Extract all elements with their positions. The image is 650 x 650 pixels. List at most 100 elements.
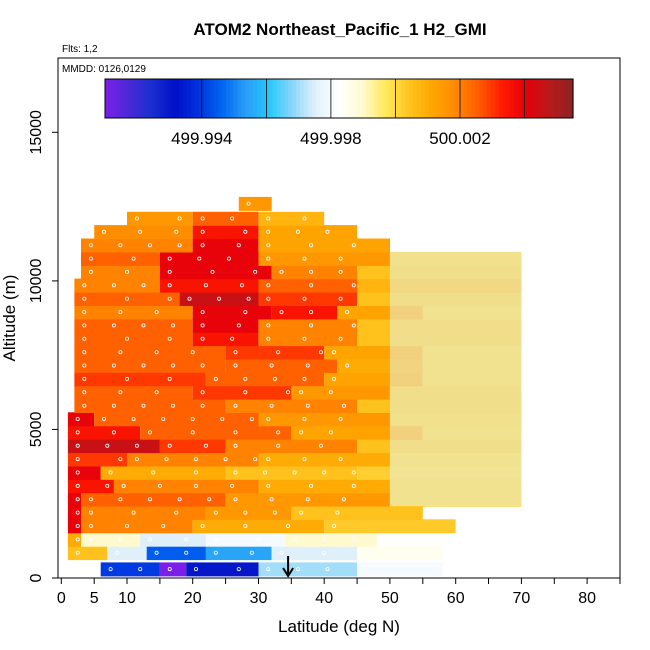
x-tick-label: 70 [513, 590, 531, 607]
sample-point [292, 470, 297, 475]
sample-point [243, 510, 248, 515]
sample-points-layer [75, 201, 356, 572]
sample-point [233, 443, 238, 448]
colorbar-swatch [323, 79, 328, 118]
sample-point [233, 497, 238, 502]
colorbar-swatch [163, 79, 168, 118]
colorbar-swatch [432, 79, 438, 118]
sample-point [335, 510, 340, 515]
sample-point [253, 269, 258, 274]
sample-point [272, 510, 277, 515]
heatmap-cell [113, 479, 259, 494]
heatmap-cell [192, 385, 292, 400]
sample-point [125, 296, 130, 301]
sample-point [338, 296, 343, 301]
sample-point [351, 323, 356, 328]
heatmap-layer [67, 196, 522, 577]
colorbar-swatch [190, 79, 196, 118]
sample-point [226, 256, 231, 261]
sample-point [263, 470, 268, 475]
heatmap-cell [192, 211, 259, 226]
colorbar-swatch [147, 79, 153, 118]
colorbar-swatch [545, 79, 551, 118]
heatmap-cell [389, 292, 522, 306]
sample-point [351, 283, 356, 288]
sample-point [105, 443, 110, 448]
sample-point [200, 229, 205, 234]
heatmap-cell [258, 562, 358, 577]
colorbar-swatch [179, 79, 184, 118]
sample-point [111, 323, 116, 328]
sample-point [167, 296, 172, 301]
colorbar-swatch [471, 79, 477, 118]
sample-point [279, 310, 284, 315]
sample-point [266, 567, 271, 572]
chart-title: ATOM2 Northeast_Pacific_1 H2_GMI [193, 20, 486, 39]
heatmap-cell [225, 399, 358, 413]
heatmap-cell [67, 546, 108, 561]
colorbar-swatch [311, 79, 317, 118]
sample-point [351, 537, 356, 542]
heatmap-cell [389, 479, 522, 493]
heatmap-cell [258, 332, 358, 347]
heatmap-cell [258, 238, 390, 253]
heatmap-cell [140, 532, 206, 547]
colorbar-swatch [136, 79, 141, 118]
x-tick-label: 10 [118, 590, 136, 607]
sample-point [216, 296, 221, 301]
sample-point [309, 269, 314, 274]
heatmap-cell [74, 399, 226, 413]
sample-point [318, 443, 323, 448]
sample-point [111, 430, 116, 435]
sample-point [305, 363, 310, 368]
sample-point [121, 483, 126, 488]
colorbar-swatch [487, 79, 492, 118]
sample-point [302, 256, 307, 261]
colorbar-swatch [229, 79, 235, 118]
sample-point [302, 457, 307, 462]
heatmap-cell [291, 505, 423, 520]
sample-point [266, 457, 271, 462]
sample-point [305, 497, 310, 502]
colorbar-swatch [420, 79, 426, 118]
sample-point [243, 390, 248, 395]
colorbar-swatch [339, 79, 344, 118]
x-tick-label: 30 [250, 590, 268, 607]
heatmap-cell [74, 305, 193, 320]
colorbar-swatch [175, 79, 180, 118]
heatmap-cell [74, 372, 206, 387]
heatmap-cell [67, 505, 81, 520]
sample-point [279, 269, 284, 274]
colorbar-swatch [257, 79, 262, 118]
sample-point [131, 510, 136, 515]
heatmap-cell [81, 505, 206, 520]
heatmap-cell [238, 196, 272, 211]
colorbar-swatch [214, 79, 219, 118]
x-tick-label: 40 [315, 590, 333, 607]
heatmap-cell [81, 492, 226, 507]
heatmap-cell [225, 492, 390, 507]
heatmap-cell [67, 452, 128, 467]
sample-point [161, 524, 166, 529]
colorbar-swatch [218, 79, 223, 118]
sample-point [213, 550, 218, 555]
sample-point [75, 457, 80, 462]
colorbar-swatch [194, 79, 200, 118]
sample-point [207, 497, 212, 502]
colorbar-swatch [405, 79, 410, 118]
sample-point [272, 376, 277, 381]
heatmap-cell [389, 265, 522, 279]
sample-point [243, 310, 248, 315]
heatmap-cell [81, 532, 141, 547]
colorbar-swatch [370, 79, 375, 118]
sample-point [102, 229, 107, 234]
colorbar-swatch [346, 79, 352, 118]
sample-point [230, 336, 235, 341]
sample-point [108, 470, 113, 475]
colorbar-swatch [389, 79, 395, 118]
sample-point [338, 416, 343, 421]
sample-point [266, 256, 271, 261]
heatmap-cell [205, 505, 292, 520]
sample-point [82, 336, 87, 341]
colorbar-swatch [502, 79, 508, 118]
